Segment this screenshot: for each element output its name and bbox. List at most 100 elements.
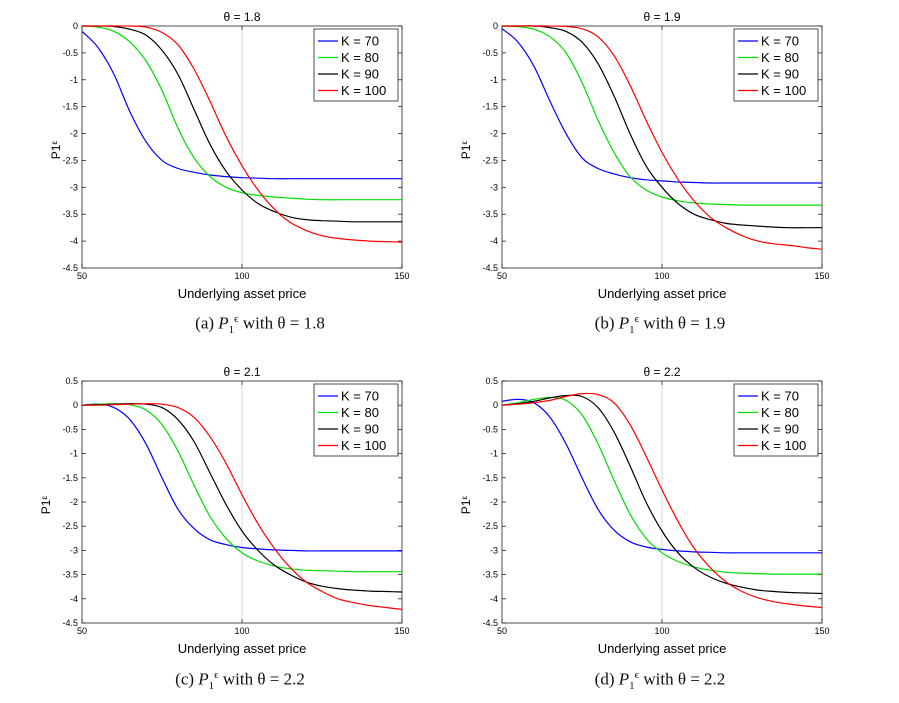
caption-sub: 1: [629, 324, 635, 337]
legend: K = 70K = 80 K = 90K = 100: [733, 28, 819, 102]
x-tick-label: 150: [394, 271, 409, 281]
chart-title: θ = 2.1: [223, 365, 260, 379]
y-tick-label: 0.5: [65, 376, 78, 386]
x-tick-label: 150: [814, 626, 829, 636]
y-tick-label: -4.5: [482, 618, 498, 628]
caption-label: (d): [594, 669, 615, 689]
plot-area: 50 100 150 0 -0.5 -1 -1.5 -2 -2.5 -3 -3.5 -4 -4.5 K =…: [62, 21, 409, 281]
y-tick-label: -1: [490, 449, 498, 459]
caption-label: (a): [195, 313, 215, 333]
x-axis-label: Underlying asset price: [178, 286, 307, 301]
caption-label: (c): [175, 669, 195, 689]
legend-label: K = 80: [761, 405, 799, 420]
y-tick-label: -2: [490, 497, 498, 507]
y-tick-label: 0: [73, 400, 78, 410]
series-line-70: [501, 28, 822, 184]
y-tick-label: -4: [490, 236, 498, 246]
legend-label: K = 100: [761, 83, 806, 98]
y-tick-label: -1: [490, 75, 498, 85]
x-tick-label: 50: [77, 271, 87, 281]
y-tick-label: -3.5: [62, 209, 78, 219]
x-axis-label: Underlying asset price: [598, 286, 727, 301]
legend-label: K = 90: [761, 422, 799, 437]
y-tick-label: 0: [493, 400, 498, 410]
caption-sup: ϵ: [634, 669, 640, 681]
y-tick-label: -0.5: [482, 48, 498, 58]
y-tick-label: -4: [70, 594, 78, 604]
y-tick-label: -4: [490, 594, 498, 604]
legend-label: K = 100: [341, 438, 386, 453]
legend-label: K = 70: [341, 34, 379, 49]
series-line-90: [501, 394, 823, 595]
x-tick-label: 50: [77, 626, 87, 636]
y-tick-label: -2.5: [62, 521, 78, 531]
legend-label: K = 70: [341, 389, 379, 404]
legend-label: K = 90: [341, 67, 379, 82]
caption-sup: ϵ: [634, 313, 640, 325]
y-axis-label: P1ᵋ: [49, 141, 63, 160]
legend-label: K = 100: [761, 438, 806, 453]
series-line-70: [81, 30, 402, 180]
y-tick-label: -2.5: [62, 155, 78, 165]
y-tick-label: -4.5: [62, 263, 78, 273]
chart-title: θ = 2.2: [643, 365, 680, 379]
chart-panel-d: θ = 2.2 P1ᵋ Underlying asset price 50 100…: [459, 365, 830, 656]
series-line-80: [81, 403, 402, 573]
series-line-80: [501, 25, 822, 206]
x-tick-label: 50: [497, 626, 507, 636]
x-tick-label: 100: [234, 271, 249, 281]
plot-area: 50 100 150 0 -0.5 -1 -1.5 -2 -2.5 -3 -3.5 -4 -4.5 K =…: [482, 21, 829, 281]
legend-label: K = 80: [761, 50, 799, 65]
series-line-80: [81, 25, 402, 201]
x-tick-label: 100: [234, 626, 249, 636]
y-tick-label: -1.5: [62, 473, 78, 483]
legend-label: K = 70: [761, 34, 799, 49]
caption-sup: ϵ: [234, 313, 239, 325]
chart-panel-b: θ = 1.9 P1ᵋ Underlying asset price 50 100…: [459, 10, 830, 301]
y-tick-label: -2: [70, 129, 78, 139]
y-axis-label: P1ᵋ: [459, 496, 473, 515]
y-tick-label: -2: [490, 129, 498, 139]
series-line-100: [501, 392, 823, 609]
caption-a: (a) P1ϵ with θ = 1.8: [110, 313, 410, 336]
legend-label: K = 80: [341, 50, 379, 65]
caption-symbol: P: [618, 313, 630, 333]
legend-label: K = 80: [341, 405, 379, 420]
legend: K = 70K = 80 K = 90K = 100: [733, 383, 819, 457]
y-tick-label: -4: [70, 236, 78, 246]
y-tick-label: 0.5: [485, 376, 498, 386]
caption-symbol: P: [198, 669, 209, 689]
x-tick-label: 100: [654, 626, 669, 636]
caption-sub: 1: [208, 680, 215, 693]
x-axis-label: Underlying asset price: [178, 641, 307, 656]
series-line-100: [501, 25, 823, 250]
y-tick-label: -1.5: [482, 102, 498, 112]
y-axis-label: P1ᵋ: [39, 496, 53, 515]
chart-panel-c: θ = 2.1 P1ᵋ Underlying asset price 50 100…: [39, 365, 410, 656]
caption-text: with θ = 2.2: [643, 669, 726, 689]
plot-area: 50 100 150 0.5 0 -0.5 -1 -1.5 -2 -2.5 -3 -3.5 -4 -4.5…: [482, 376, 829, 636]
caption-b: (b) P1ϵ with θ = 1.9: [510, 313, 810, 336]
caption-sub: 1: [228, 324, 235, 337]
y-tick-label: -3: [70, 545, 78, 555]
y-tick-label: -3.5: [482, 209, 498, 219]
y-axis-label: P1ᵋ: [459, 141, 473, 160]
caption-symbol: P: [618, 669, 630, 689]
y-tick-label: -0.5: [482, 424, 498, 434]
chart-title: θ = 1.8: [223, 10, 260, 24]
series-line-100: [81, 25, 403, 243]
y-tick-label: -4.5: [62, 618, 78, 628]
y-tick-label: -3.5: [482, 570, 498, 580]
x-tick-label: 150: [394, 626, 409, 636]
legend-label: K = 70: [761, 389, 799, 404]
legend: K = 70K = 80 K = 90K = 100: [313, 28, 399, 102]
y-tick-label: -3: [490, 182, 498, 192]
series-line-100: [81, 403, 403, 610]
caption-sup: ϵ: [214, 669, 219, 681]
series-line-90: [81, 25, 402, 223]
y-tick-label: -1.5: [62, 102, 78, 112]
x-axis-label: Underlying asset price: [598, 641, 727, 656]
y-tick-label: 0: [73, 21, 78, 31]
plot-area: 50 100 150 0.5 0 -0.5 -1 -1.5 -2 -2.5 -3 -3.5 -4 -4.5…: [62, 376, 409, 636]
